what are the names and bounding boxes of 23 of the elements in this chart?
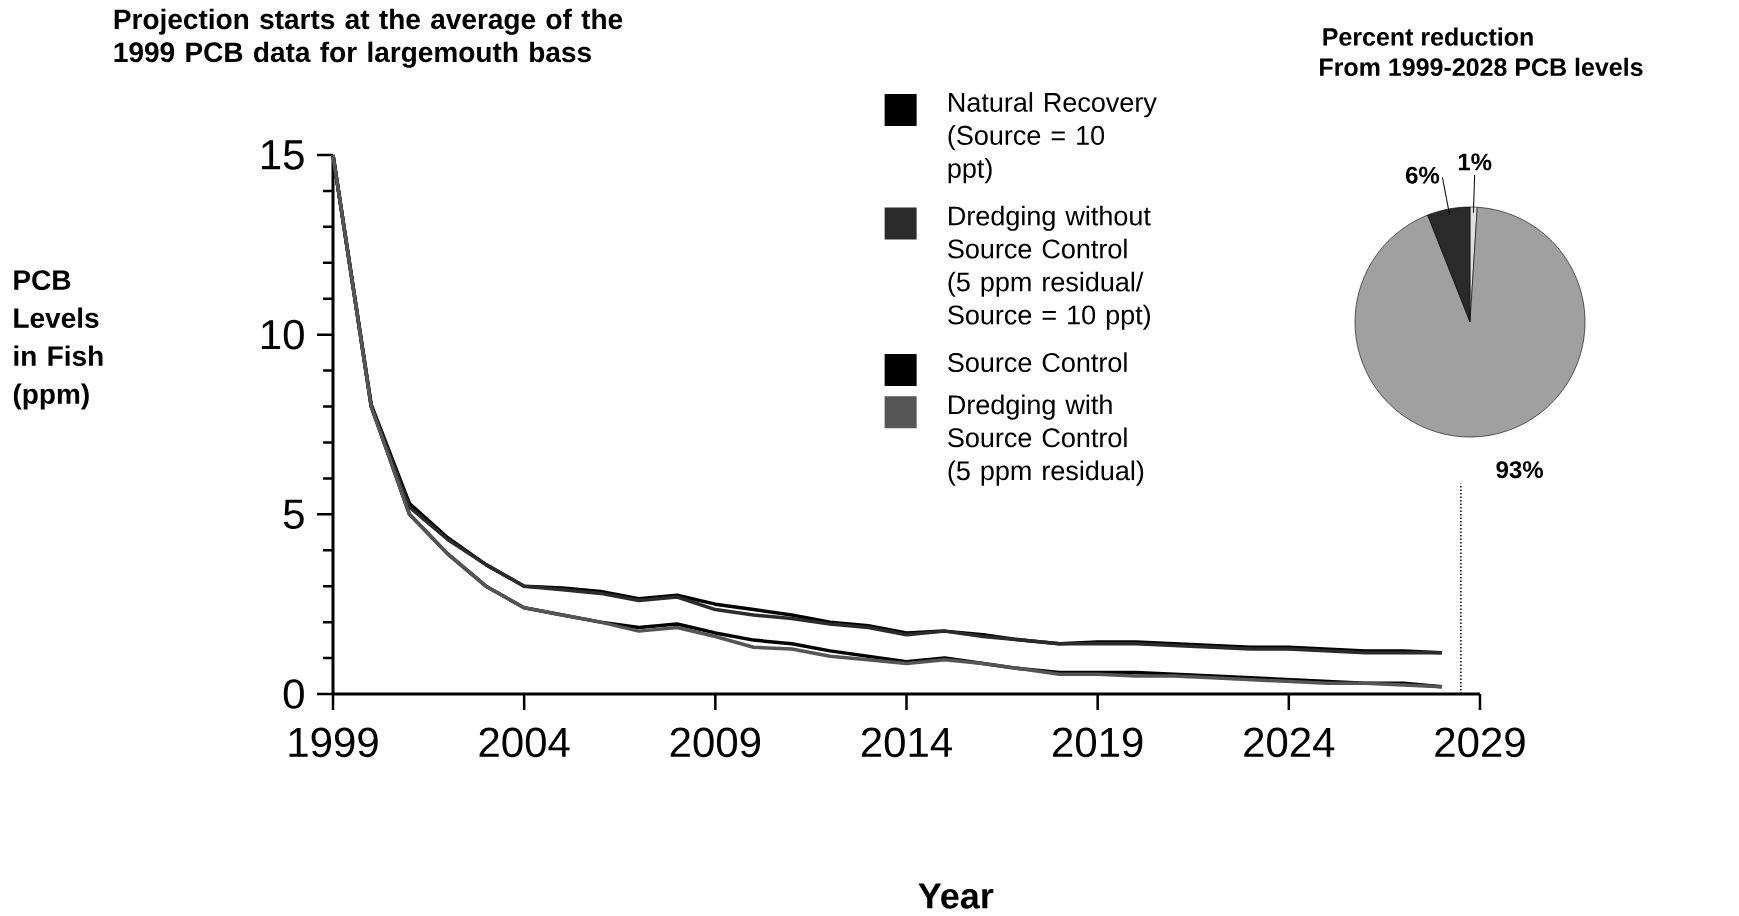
y-tick-label: 0 (283, 679, 304, 709)
x-tick-label: 2029 (1435, 727, 1525, 758)
chart-title: Percent reduction (1323, 27, 1533, 46)
chart-title: Projection starts at the average of the 1999 PCB data for largemouth bass (114, 8, 623, 68)
data-label: 1% (1458, 153, 1492, 171)
x-axis-title: Year (918, 883, 994, 909)
legend-label: Source Control (948, 352, 1127, 373)
legend-label: Dredging with Source Control (5 ppm residual) (948, 394, 1144, 486)
legend-label: Natural Recovery (Source = 10 ppt) (948, 92, 1157, 184)
legend-label: Dredging without Source Control (5 ppm residual/ Source = 10 ppt) (948, 205, 1151, 330)
x-tick-label: 2009 (670, 727, 761, 758)
x-tick-label: 2019 (1053, 727, 1143, 758)
x-tick-label: 2024 (1244, 727, 1335, 758)
data-label: 6% (1405, 166, 1440, 184)
y-tick-label: 5 (283, 499, 304, 529)
chart-subtitle: From 1999-2028 PCB levels (1320, 57, 1643, 77)
y-tick-label: 15 (261, 140, 304, 170)
y-axis-title: PCB Levels in Fish (ppm) (13, 270, 103, 410)
y-tick-label: 10 (261, 319, 304, 350)
x-tick-label: 1999 (289, 727, 378, 758)
data-label: 93% (1496, 461, 1543, 479)
x-tick-label: 2004 (479, 727, 570, 758)
x-tick-label: 2014 (861, 727, 952, 758)
